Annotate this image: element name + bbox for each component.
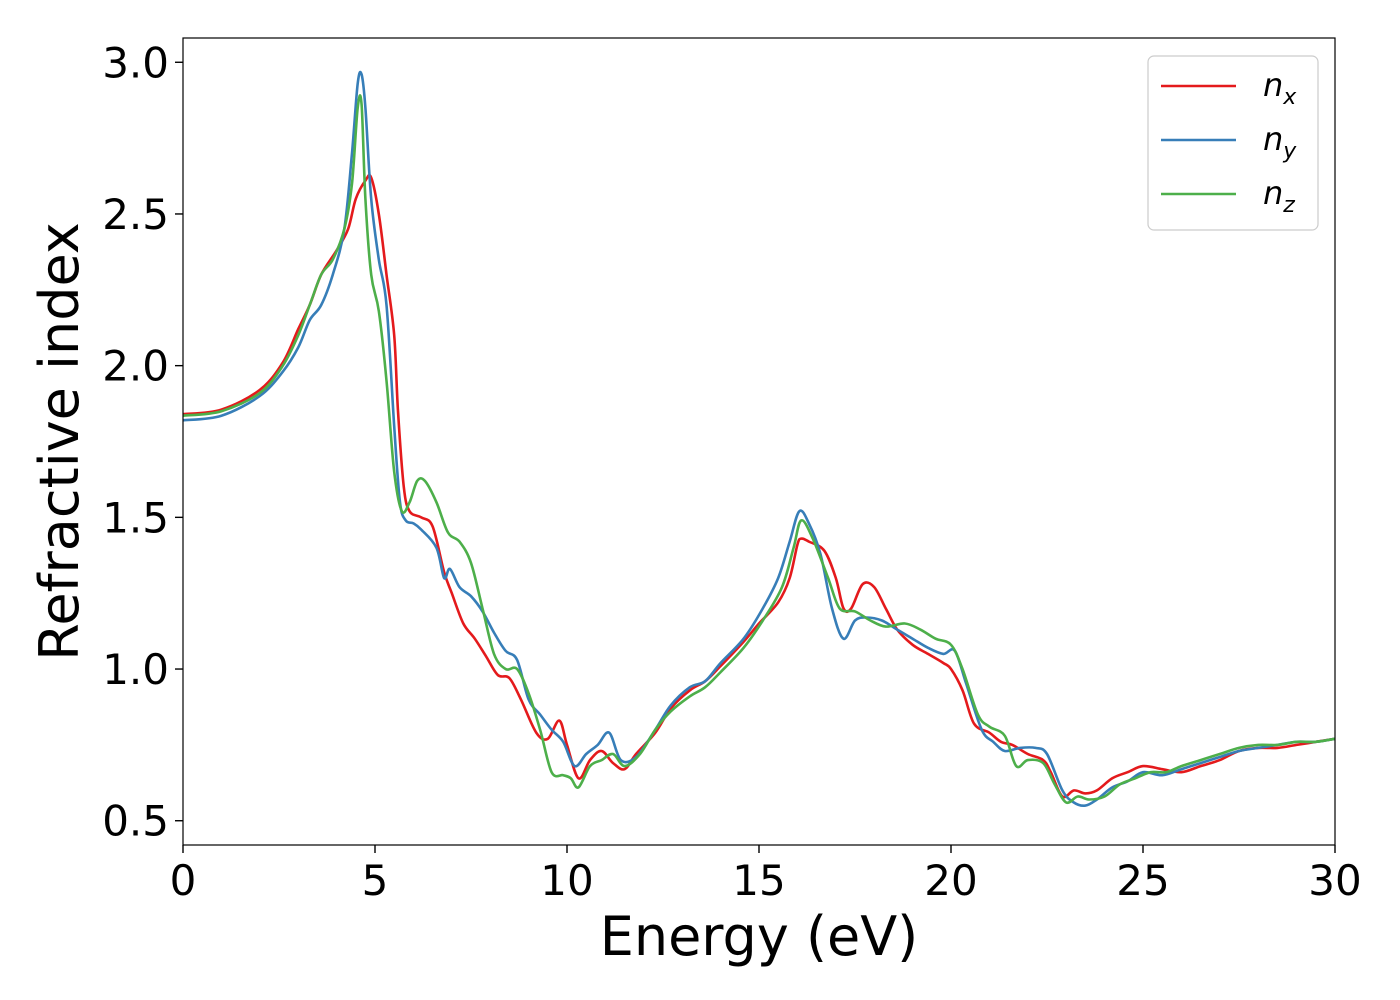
x-axis-title: Energy (eV): [600, 905, 919, 968]
legend-box: [1147, 55, 1319, 231]
y-tick-label: 1.0: [102, 645, 169, 694]
x-tick-label: 15: [732, 856, 785, 905]
y-axis-title: Refractive index: [28, 222, 91, 661]
series-line-x: [182, 173, 1336, 799]
y-tick-label: 1.5: [102, 493, 169, 542]
y-tick-label: 2.0: [102, 342, 169, 391]
x-tick-label: 20: [924, 856, 977, 905]
ticks-layer: 0 5 10 15 20 25 30 0.5 1.0 1.5 2.0 2.5 3.0: [102, 38, 1362, 905]
x-tick-label: 10: [540, 856, 593, 905]
x-tick-label: 25: [1116, 856, 1169, 905]
x-tick-label: 30: [1308, 856, 1361, 905]
y-tick-label: 0.5: [102, 797, 169, 846]
y-tick-label: 2.5: [102, 190, 169, 239]
y-tick-label: 3.0: [102, 38, 169, 87]
x-tick-label: 0: [170, 856, 197, 905]
series-line-y: [182, 70, 1336, 808]
x-tick-label: 5: [362, 856, 389, 905]
series-layer: [182, 70, 1336, 808]
series-line-z: [182, 94, 1336, 805]
